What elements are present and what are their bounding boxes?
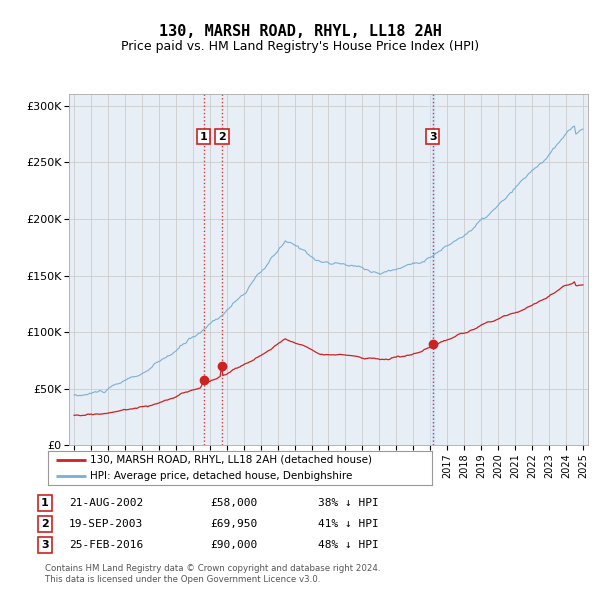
Text: £90,000: £90,000 <box>210 540 257 550</box>
Text: 130, MARSH ROAD, RHYL, LL18 2AH (detached house): 130, MARSH ROAD, RHYL, LL18 2AH (detache… <box>90 455 372 465</box>
Text: 2: 2 <box>218 132 226 142</box>
Text: £58,000: £58,000 <box>210 498 257 507</box>
Text: 19-SEP-2003: 19-SEP-2003 <box>69 519 143 529</box>
Text: Price paid vs. HM Land Registry's House Price Index (HPI): Price paid vs. HM Land Registry's House … <box>121 40 479 53</box>
Text: £69,950: £69,950 <box>210 519 257 529</box>
Bar <box>428 94 438 445</box>
Text: 3: 3 <box>429 132 437 142</box>
Text: 21-AUG-2002: 21-AUG-2002 <box>69 498 143 507</box>
Bar <box>432 94 434 445</box>
Text: 48% ↓ HPI: 48% ↓ HPI <box>318 540 379 550</box>
Text: 1: 1 <box>200 132 208 142</box>
Text: 1: 1 <box>41 498 49 507</box>
Text: 25-FEB-2016: 25-FEB-2016 <box>69 540 143 550</box>
Text: 130, MARSH ROAD, RHYL, LL18 2AH: 130, MARSH ROAD, RHYL, LL18 2AH <box>158 24 442 38</box>
Text: 3: 3 <box>41 540 49 550</box>
Text: This data is licensed under the Open Government Licence v3.0.: This data is licensed under the Open Gov… <box>45 575 320 584</box>
Text: 41% ↓ HPI: 41% ↓ HPI <box>318 519 379 529</box>
Text: HPI: Average price, detached house, Denbighshire: HPI: Average price, detached house, Denb… <box>90 471 353 481</box>
Text: 2: 2 <box>41 519 49 529</box>
Text: 38% ↓ HPI: 38% ↓ HPI <box>318 498 379 507</box>
Text: Contains HM Land Registry data © Crown copyright and database right 2024.: Contains HM Land Registry data © Crown c… <box>45 565 380 573</box>
